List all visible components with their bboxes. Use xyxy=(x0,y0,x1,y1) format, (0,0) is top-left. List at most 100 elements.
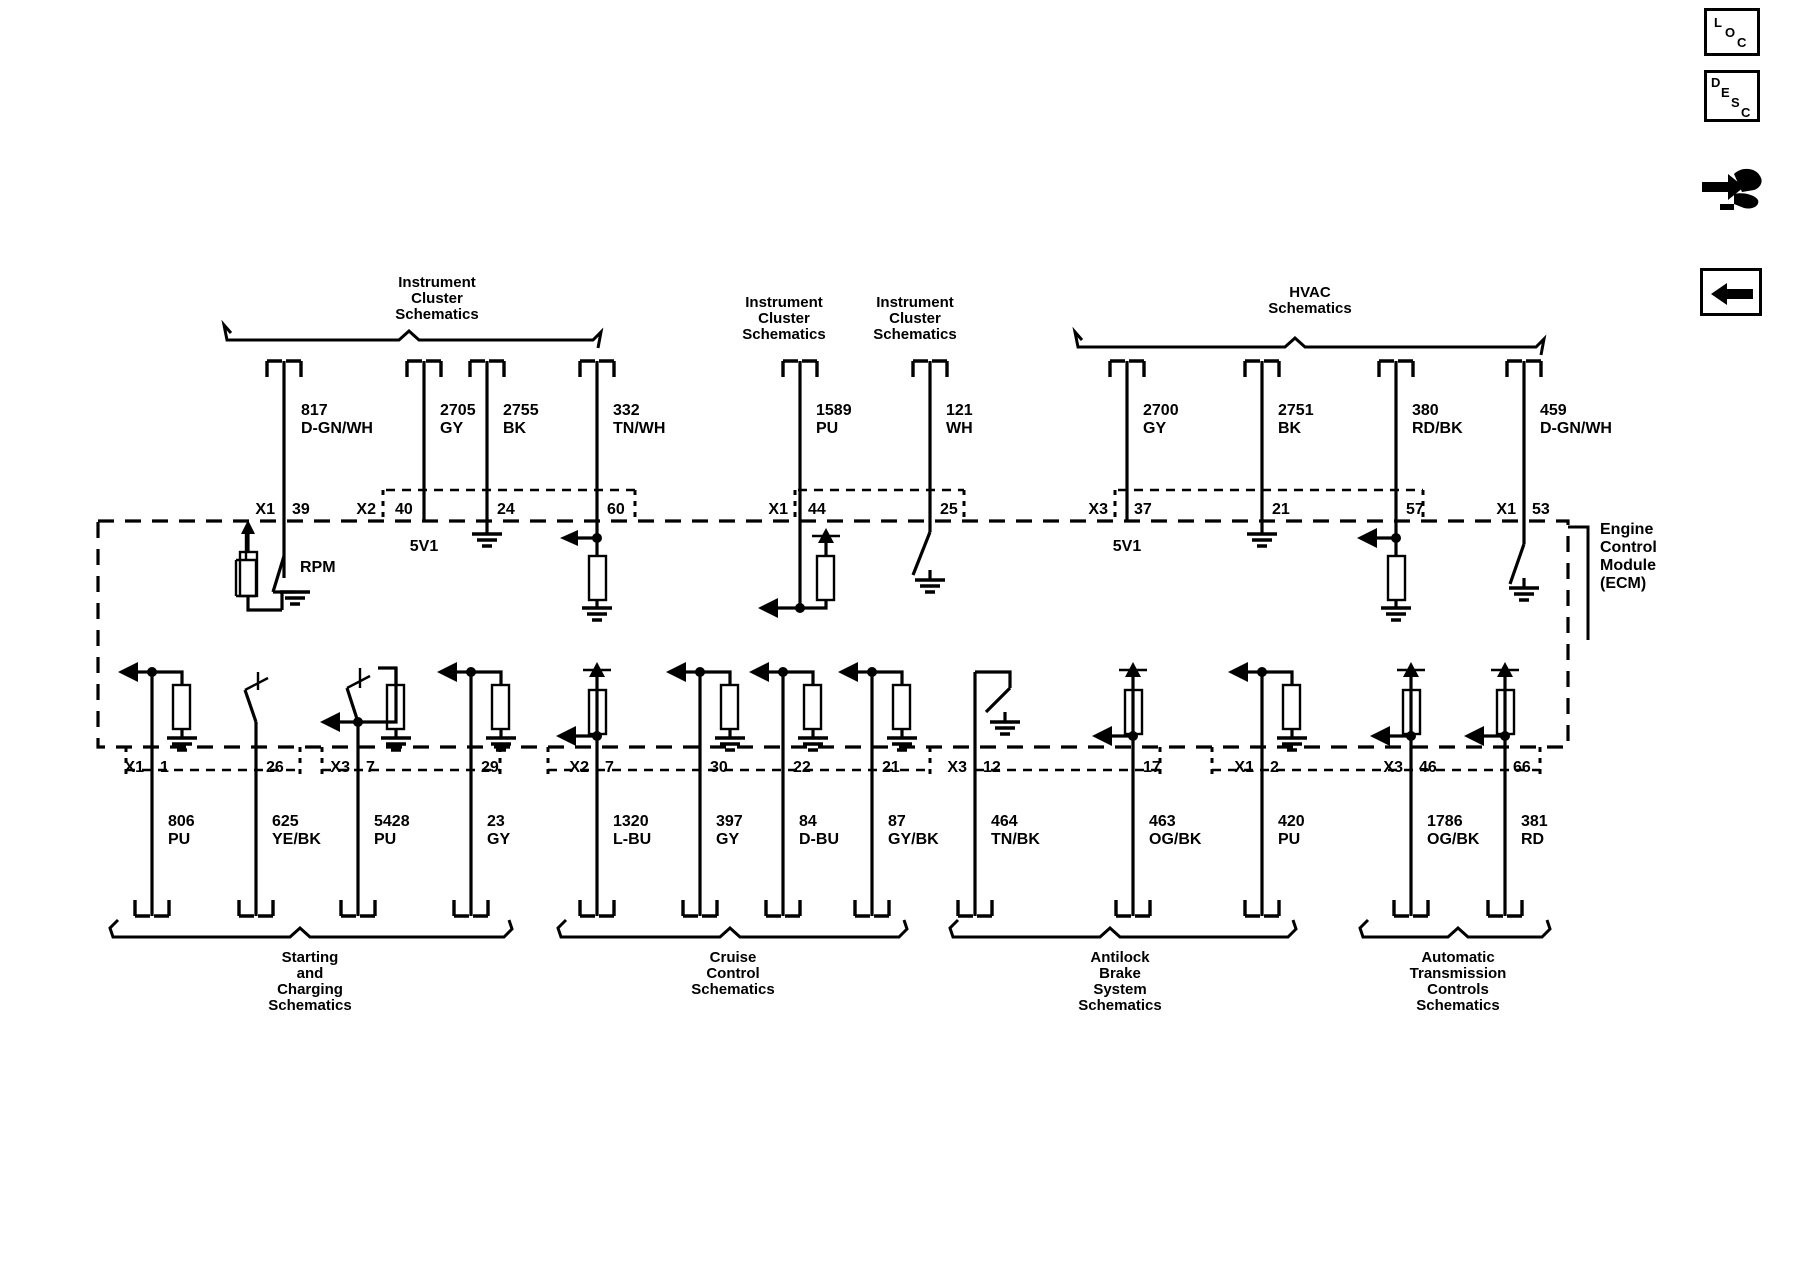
ecm-label-bracket xyxy=(1568,525,1590,640)
top-connector-2705: X2 xyxy=(356,501,376,518)
bottom-pin-625: 26 xyxy=(266,759,284,776)
bottom-wire-463[interactable] xyxy=(1092,662,1152,918)
bottom-circuit-381-number: 381 xyxy=(1521,813,1548,830)
bottom-pin-23: 29 xyxy=(481,759,499,776)
top-circuit-459-color: D-GN/WH xyxy=(1540,420,1612,437)
back-arrow-button[interactable] xyxy=(1700,268,1762,316)
top-circuit-332-color: TN/WH xyxy=(613,420,665,437)
bottom-wire-23[interactable] xyxy=(437,662,518,918)
bottom-circuit-397-color: GY xyxy=(716,831,739,848)
top-wire-2755[interactable] xyxy=(468,359,506,548)
top-pin-459: 53 xyxy=(1532,501,1550,518)
bottom-group-label-1-line4: Schematics xyxy=(268,997,351,1014)
bottom-group-bracket-4 xyxy=(1358,918,1552,939)
ecm-name-line3: Module xyxy=(1600,557,1656,574)
ecm-name-line4: (ECM) xyxy=(1600,575,1646,592)
top-wire-2700[interactable] xyxy=(1108,359,1146,521)
top-circuit-2751-number: 2751 xyxy=(1278,402,1314,419)
bottom-wire-87[interactable] xyxy=(838,662,919,918)
bottom-circuit-420-color: PU xyxy=(1278,831,1300,848)
top-circuit-817-number: 817 xyxy=(301,402,328,419)
top-wire-332[interactable] xyxy=(560,359,616,622)
bottom-connector-420: X1 xyxy=(1234,759,1254,776)
top-group-label-3-line2: Cluster xyxy=(889,310,941,327)
bottom-wire-464[interactable] xyxy=(956,670,1022,918)
bottom-circuit-625-number: 625 xyxy=(272,813,299,830)
bottom-wire-84[interactable] xyxy=(749,662,830,918)
top-group-label-2-line2: Cluster xyxy=(758,310,810,327)
top-circuit-121-color: WH xyxy=(946,420,973,437)
loc-button[interactable]: L O C xyxy=(1704,8,1760,56)
loc-letter-c: C xyxy=(1737,35,1747,50)
bottom-wire-397[interactable] xyxy=(666,662,747,918)
top-group-bracket-4 xyxy=(1072,326,1547,356)
top-pin-2755: 24 xyxy=(497,501,515,518)
loc-letter-l: L xyxy=(1714,15,1722,30)
bottom-pin-420: 2 xyxy=(1270,759,1279,776)
bottom-wire-5428[interactable] xyxy=(320,666,413,918)
top-pin-332: 60 xyxy=(607,501,625,518)
bottom-group-label-3-line3: System xyxy=(1093,981,1146,998)
bottom-group-label-4-line3: Controls xyxy=(1427,981,1489,998)
bottom-group-label-3-line2: Brake xyxy=(1099,965,1141,982)
bottom-pin-381: 66 xyxy=(1513,759,1531,776)
top-group-label-2-line3: Schematics xyxy=(742,326,825,343)
top-circuit-2700-color: GY xyxy=(1143,420,1166,437)
bottom-circuit-87-color: GY/BK xyxy=(888,831,939,848)
pointer-hand-icon[interactable] xyxy=(1698,160,1772,220)
top-group-label-1-line2: Cluster xyxy=(411,290,463,307)
ecm-boundary-box xyxy=(96,519,1570,749)
top-connector-1589: X1 xyxy=(768,501,788,518)
top-group-label-2-line1: Instrument xyxy=(745,294,823,311)
top-pin-2705: 40 xyxy=(395,501,413,518)
bottom-pin-1786: 46 xyxy=(1419,759,1437,776)
bottom-group-bracket-2 xyxy=(556,918,909,939)
bottom-group-label-2-line1: Cruise xyxy=(710,949,757,966)
bottom-pin-806: 1 xyxy=(160,759,169,776)
top-group-bracket-1 xyxy=(221,319,604,349)
bottom-circuit-1320-color: L-BU xyxy=(613,831,651,848)
bottom-connector-1320: X2 xyxy=(569,759,589,776)
top-circuit-2755-number: 2755 xyxy=(503,402,539,419)
bottom-wire-625[interactable] xyxy=(237,672,275,918)
top-connector-817: X1 xyxy=(255,501,275,518)
bottom-pin-5428: 7 xyxy=(366,759,375,776)
top-circuit-332-number: 332 xyxy=(613,402,640,419)
bottom-wire-806[interactable] xyxy=(118,662,199,918)
desc-letter-e: E xyxy=(1721,85,1730,100)
bottom-connector-806: X1 xyxy=(124,759,144,776)
top-wire-817[interactable]: RPM xyxy=(234,359,336,612)
bottom-group-label-2-line3: Schematics xyxy=(691,981,774,998)
top-connector-2700: X3 xyxy=(1088,501,1108,518)
desc-button[interactable]: D E S C xyxy=(1704,70,1760,122)
rpm-annotation: RPM xyxy=(300,559,336,576)
bottom-circuit-625-color: YE/BK xyxy=(272,831,321,848)
desc-letter-d: D xyxy=(1711,75,1721,90)
top-group-label-4-line1: HVAC xyxy=(1289,284,1331,301)
bottom-pin-84: 22 xyxy=(793,759,811,776)
top-wire-121[interactable] xyxy=(911,359,949,594)
supply-label-5v1-right: 5V1 xyxy=(1113,538,1142,555)
bottom-group-bracket-1 xyxy=(108,918,514,939)
bottom-group-label-4-line1: Automatic xyxy=(1421,949,1494,966)
bottom-circuit-23-number: 23 xyxy=(487,813,505,830)
bottom-pin-463: 17 xyxy=(1143,759,1161,776)
bottom-wire-1786[interactable] xyxy=(1370,662,1430,918)
top-wire-2705[interactable] xyxy=(405,359,443,521)
top-wire-459[interactable] xyxy=(1505,359,1543,602)
top-wire-380[interactable] xyxy=(1357,359,1415,622)
top-circuit-2705-number: 2705 xyxy=(440,402,476,419)
top-wire-2751[interactable] xyxy=(1243,359,1281,548)
bottom-group-label-1-line1: Starting xyxy=(282,949,339,966)
bottom-pin-397: 30 xyxy=(710,759,728,776)
top-wire-1589[interactable] xyxy=(758,359,840,618)
bottom-circuit-464-color: TN/BK xyxy=(991,831,1040,848)
bottom-group-label-4-line4: Schematics xyxy=(1416,997,1499,1014)
bottom-wire-381[interactable] xyxy=(1464,662,1524,918)
bottom-circuit-464-number: 464 xyxy=(991,813,1018,830)
bottom-wire-1320[interactable] xyxy=(556,662,616,918)
top-pin-817: 39 xyxy=(292,501,310,518)
bottom-circuit-5428-color: PU xyxy=(374,831,396,848)
top-group-label-1-line1: Instrument xyxy=(398,274,476,291)
bottom-wire-420[interactable] xyxy=(1228,662,1309,918)
